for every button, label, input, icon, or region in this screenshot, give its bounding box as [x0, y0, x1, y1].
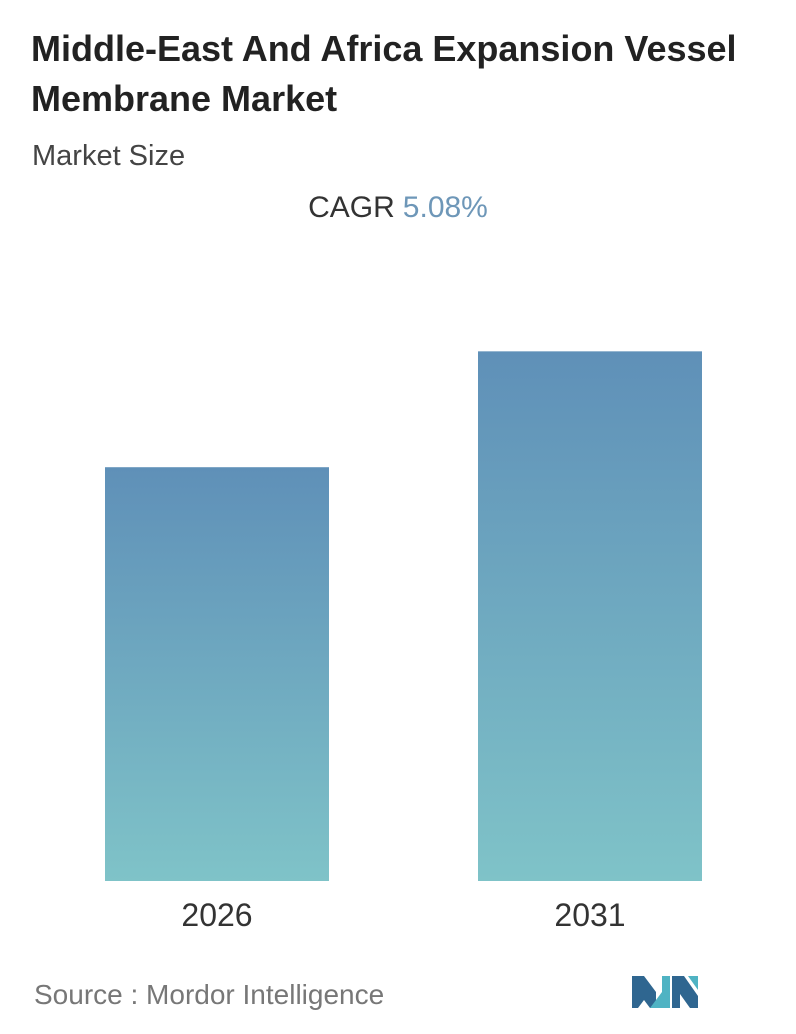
bar-2031: [478, 351, 702, 881]
x-tick-labels: 2026 2031: [181, 897, 625, 933]
mordor-intelligence-logo-icon: [632, 976, 698, 1008]
x-tick-label-2031: 2031: [554, 897, 625, 933]
cagr-value: 5.08%: [402, 191, 488, 224]
x-tick-label-2026: 2026: [181, 897, 252, 933]
bar-chart: 2026 2031: [105, 351, 702, 933]
source-note: Source : Mordor Intelligence: [34, 979, 385, 1010]
chart-title: Middle-East And Africa Expansion Vessel …: [31, 28, 737, 119]
cagr-line: CAGR 5.08%: [0, 188, 796, 228]
bars-group: [105, 351, 702, 881]
bar-2026: [105, 467, 329, 881]
cagr-label: CAGR: [308, 191, 395, 224]
chart-subtitle: Market Size: [32, 140, 186, 172]
